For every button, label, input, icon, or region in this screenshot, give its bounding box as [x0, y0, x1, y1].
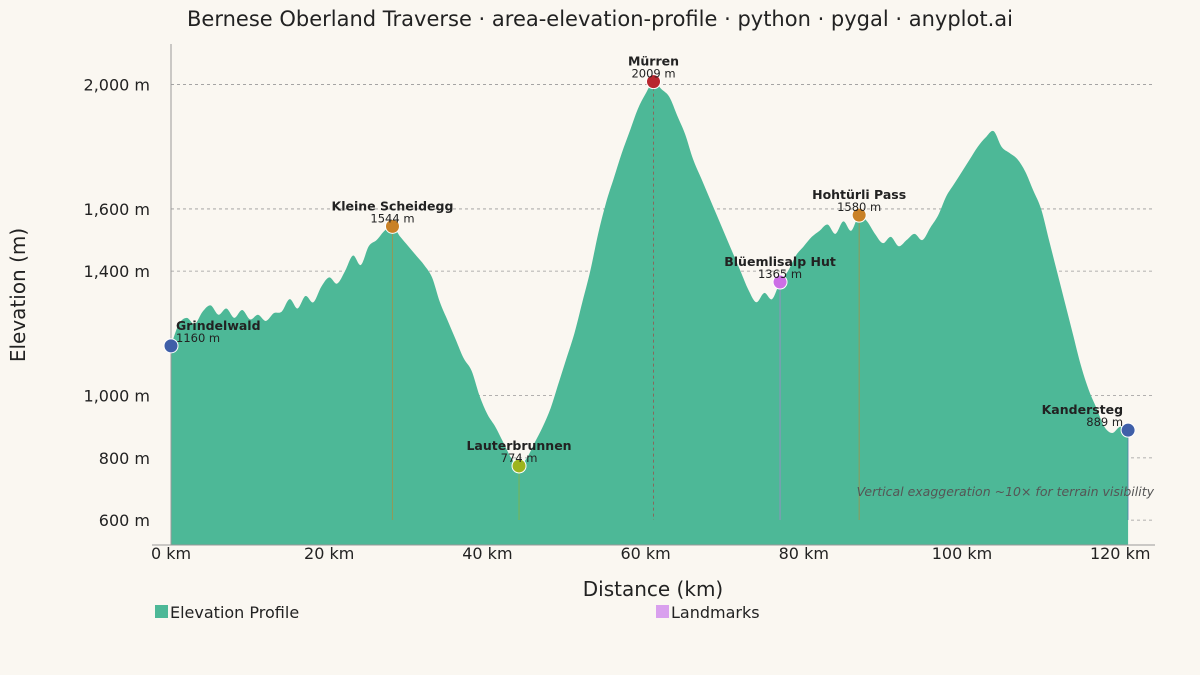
landmark-elevation: 1365 m [758, 267, 802, 281]
chart-title: Bernese Oberland Traverse · area-elevati… [187, 7, 1013, 31]
landmark-elevation: 1580 m [837, 200, 881, 214]
landmark-name: Grindelwald [176, 318, 261, 333]
landmark-name: Mürren [628, 54, 679, 69]
landmark-marker [851, 207, 867, 223]
landmark-elevation: 774 m [501, 451, 538, 465]
landmark-marker [1120, 422, 1136, 438]
y-tick-labels: 600 m 800 m 1,000 m 1,400 m 1,600 m 2,000 m [84, 75, 150, 530]
legend-label-elevation: Elevation Profile [170, 603, 299, 622]
y-tick-label: 600 m [99, 511, 150, 530]
x-tick-label: 40 km [462, 544, 512, 563]
x-tick-label: 0 km [151, 544, 191, 563]
y-tick-label: 1,600 m [84, 200, 150, 219]
landmark-marker [646, 74, 661, 90]
exaggeration-note: Vertical exaggeration ~10× for terrain v… [857, 484, 1155, 499]
landmark-name: Blüemlisalp Hut [724, 254, 836, 269]
legend: Elevation Profile Landmarks [155, 603, 760, 622]
landmark-marker [163, 338, 179, 354]
x-tick-label: 80 km [779, 544, 829, 563]
landmark-name: Kleine Scheidegg [332, 198, 454, 213]
legend-label-landmarks: Landmarks [671, 603, 760, 622]
landmark-name: Hohtürli Pass [812, 187, 906, 202]
y-tick-label: 1,000 m [84, 387, 150, 406]
x-axis-title: Distance (km) [583, 577, 723, 601]
landmark-elevation: 1544 m [370, 211, 414, 225]
landmark-elevation: 889 m [1086, 415, 1123, 429]
landmark-name: Lauterbrunnen [466, 438, 571, 453]
y-axis-title: Elevation (m) [6, 228, 30, 362]
landmark-elevation: 1160 m [176, 331, 220, 345]
x-tick-label: 100 km [932, 544, 992, 563]
landmark-marker [772, 274, 788, 290]
x-tick-label: 20 km [304, 544, 354, 563]
landmark-marker [384, 218, 400, 234]
y-tick-label: 2,000 m [84, 75, 150, 94]
x-tick-label: 120 km [1090, 544, 1150, 563]
y-tick-label: 800 m [99, 449, 150, 468]
x-tick-label: 60 km [620, 544, 670, 563]
landmark-elevation: 2009 m [631, 67, 675, 81]
y-tick-label: 1,400 m [84, 262, 150, 281]
landmark-marker [511, 458, 527, 474]
x-tick-labels: 0 km 20 km 40 km 60 km 80 km 100 km 120 km [151, 544, 1150, 563]
landmark-name: Kandersteg [1042, 402, 1123, 417]
legend-swatch-landmarks [656, 605, 669, 618]
elevation-area [171, 81, 1129, 546]
legend-swatch-elevation [155, 605, 168, 618]
